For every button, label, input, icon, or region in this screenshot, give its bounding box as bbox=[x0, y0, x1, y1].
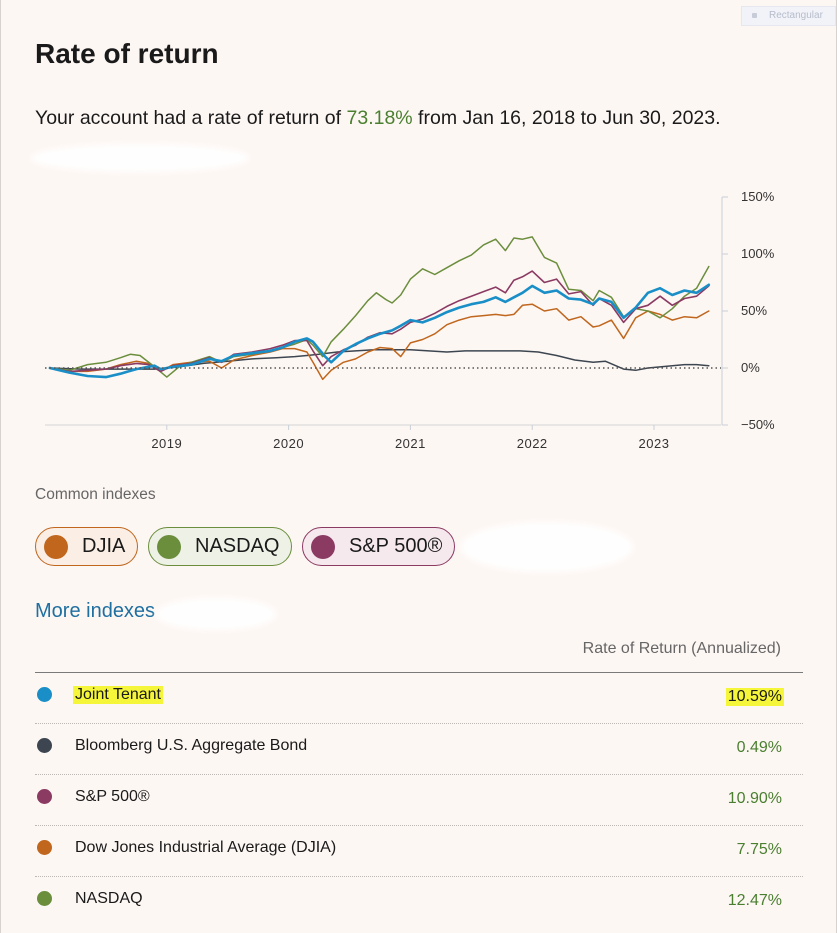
account-dot-icon bbox=[37, 687, 52, 702]
returns-table: Joint Tenant 10.59% Bloomberg U.S. Aggre… bbox=[35, 672, 803, 928]
row-value: 0.49% bbox=[736, 739, 782, 756]
series-line-nasdaq bbox=[49, 236, 710, 378]
row-value: 10.59% bbox=[725, 688, 784, 706]
row-value: 10.90% bbox=[727, 790, 782, 807]
nasdaq-dot-icon bbox=[157, 534, 181, 559]
redacted-area bbox=[156, 598, 276, 630]
row-name: S&P 500® bbox=[75, 788, 150, 805]
chip-sp500-label: S&P 500® bbox=[349, 535, 443, 557]
row-name: Joint Tenant bbox=[73, 686, 163, 704]
summary-rate: 73.18% bbox=[346, 107, 413, 129]
y-tick-label: 100% bbox=[741, 246, 775, 261]
row-name: Bloomberg U.S. Aggregate Bond bbox=[75, 737, 308, 754]
nasdaq-dot-icon bbox=[37, 891, 52, 906]
table-row: Dow Jones Industrial Average (DJIA) 7.75… bbox=[35, 826, 803, 877]
row-name: Dow Jones Industrial Average (DJIA) bbox=[75, 839, 337, 856]
djia-dot-icon bbox=[37, 840, 52, 855]
y-tick-label: −50% bbox=[741, 417, 775, 432]
corner-tab[interactable]: Rectangular bbox=[741, 6, 836, 26]
summary-suffix: from Jan 16, 2018 to Jun 30, 2023. bbox=[412, 107, 721, 129]
more-indexes-link[interactable]: More indexes bbox=[35, 600, 156, 622]
chip-nasdaq-label: NASDAQ bbox=[195, 535, 280, 557]
return-summary: Your account had a rate of return of 73.… bbox=[35, 107, 721, 130]
column-header-rate: Rate of Return (Annualized) bbox=[582, 640, 781, 657]
y-tick-label: 150% bbox=[741, 189, 775, 204]
redacted-area bbox=[31, 144, 249, 172]
chart-tick-labels: 150% 100% 50% 0% −50% 2019 2020 2021 2022 2023 bbox=[151, 189, 775, 451]
djia-dot-icon bbox=[44, 534, 68, 559]
sp500-dot-icon bbox=[311, 534, 335, 559]
x-tick-label: 2023 bbox=[639, 436, 670, 451]
chart-series bbox=[45, 236, 721, 381]
chip-djia[interactable]: DJIA bbox=[35, 527, 138, 566]
table-row: Bloomberg U.S. Aggregate Bond 0.49% bbox=[35, 724, 803, 775]
page-title: Rate of return bbox=[35, 38, 219, 69]
series-line-joint-tenant bbox=[48, 283, 711, 379]
chip-sp500[interactable]: S&P 500® bbox=[302, 527, 455, 566]
x-tick-label: 2022 bbox=[517, 436, 548, 451]
sp500-dot-icon bbox=[37, 789, 52, 804]
corner-tab-label: Rectangular bbox=[769, 10, 823, 21]
x-tick-label: 2019 bbox=[151, 436, 182, 451]
table-row: NASDAQ 12.47% bbox=[35, 877, 803, 928]
row-value: 12.47% bbox=[727, 892, 782, 909]
x-tick-label: 2020 bbox=[273, 436, 304, 451]
chip-djia-label: DJIA bbox=[82, 535, 126, 557]
row-value: 7.75% bbox=[736, 841, 782, 858]
x-tick-label: 2021 bbox=[395, 436, 426, 451]
y-tick-label: 50% bbox=[741, 303, 767, 318]
row-name: NASDAQ bbox=[75, 890, 143, 907]
chart-axes bbox=[45, 196, 728, 430]
chip-nasdaq[interactable]: NASDAQ bbox=[148, 527, 292, 566]
redacted-area bbox=[461, 522, 633, 572]
summary-prefix: Your account had a rate of return of bbox=[35, 107, 347, 129]
y-tick-label: 0% bbox=[741, 360, 760, 375]
table-row: Joint Tenant 10.59% bbox=[35, 673, 803, 724]
return-chart: 150% 100% 50% 0% −50% 2019 2020 2021 2022 2023 bbox=[45, 189, 775, 451]
square-icon bbox=[752, 12, 757, 18]
bond-dot-icon bbox=[37, 738, 52, 753]
common-indexes-label: Common indexes bbox=[35, 486, 156, 503]
table-row: S&P 500® 10.90% bbox=[35, 775, 803, 826]
